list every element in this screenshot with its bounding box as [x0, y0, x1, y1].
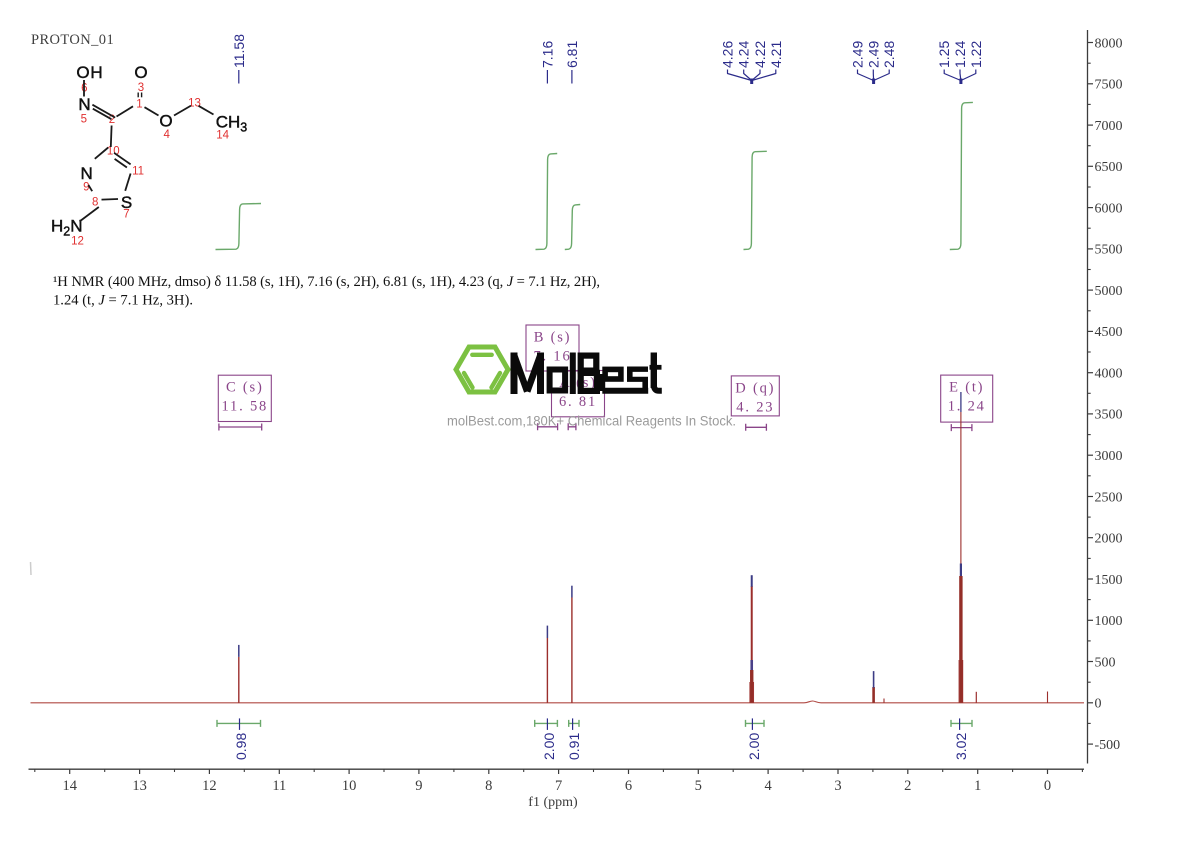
svg-text:13: 13 [188, 98, 201, 110]
svg-text:1: 1 [974, 778, 981, 794]
svg-text:B (s): B (s) [534, 330, 572, 346]
svg-text:f1 (ppm): f1 (ppm) [528, 795, 578, 810]
svg-text:3000: 3000 [1095, 449, 1123, 464]
svg-text:0.98: 0.98 [233, 733, 249, 760]
svg-text:E (t): E (t) [949, 380, 984, 396]
svg-text:S: S [121, 193, 132, 212]
svg-text:1.24: 1.24 [952, 41, 968, 68]
svg-text:4.21: 4.21 [768, 41, 784, 68]
svg-text:CH3: CH3 [216, 113, 248, 135]
svg-text:1.24 (t, J = 7.1 Hz, 3H).: 1.24 (t, J = 7.1 Hz, 3H). [53, 293, 193, 309]
svg-text:2.49: 2.49 [850, 41, 866, 68]
svg-text:2.49: 2.49 [865, 41, 881, 68]
svg-text:1000: 1000 [1095, 614, 1123, 629]
svg-text:4000: 4000 [1095, 367, 1123, 382]
svg-text:5: 5 [81, 114, 87, 126]
svg-text:13: 13 [132, 778, 147, 794]
svg-text:H: H [90, 63, 102, 82]
svg-text:12: 12 [71, 236, 84, 248]
svg-text:6000: 6000 [1095, 201, 1123, 216]
svg-text:11. 58: 11. 58 [222, 399, 269, 415]
svg-text:3: 3 [138, 82, 144, 94]
svg-text:2: 2 [904, 778, 911, 794]
svg-text:10: 10 [342, 778, 357, 794]
svg-text:-500: -500 [1095, 738, 1121, 753]
svg-text:7.16: 7.16 [539, 41, 555, 68]
svg-text:5500: 5500 [1095, 243, 1123, 258]
svg-text:5: 5 [695, 778, 702, 794]
svg-text:4500: 4500 [1095, 325, 1123, 340]
svg-text:PROTON_01: PROTON_01 [31, 32, 114, 48]
svg-text:9: 9 [83, 182, 89, 194]
svg-text:1.25: 1.25 [936, 41, 952, 68]
svg-text:N: N [78, 95, 90, 114]
svg-text:3.02: 3.02 [953, 733, 969, 760]
svg-text:C (s): C (s) [226, 380, 264, 396]
svg-text:0: 0 [1095, 697, 1102, 712]
svg-text:11.58: 11.58 [231, 34, 247, 68]
svg-text:O: O [134, 63, 147, 82]
svg-text:500: 500 [1095, 655, 1116, 670]
svg-text:4. 23: 4. 23 [736, 399, 774, 415]
svg-text:4: 4 [764, 778, 772, 794]
svg-text:7500: 7500 [1095, 78, 1123, 93]
svg-text:11: 11 [132, 166, 144, 178]
svg-text:4.26: 4.26 [720, 41, 736, 68]
svg-text:3: 3 [834, 778, 841, 794]
svg-text:1.22: 1.22 [968, 41, 984, 68]
svg-text:6: 6 [625, 778, 632, 794]
svg-text:6.81: 6.81 [564, 41, 580, 68]
svg-text:5000: 5000 [1095, 284, 1123, 299]
svg-text:4.24: 4.24 [736, 41, 752, 68]
svg-text:8000: 8000 [1095, 36, 1123, 51]
svg-text:2000: 2000 [1095, 532, 1123, 547]
svg-text:D (q): D (q) [735, 380, 775, 396]
svg-text:4: 4 [163, 129, 170, 141]
svg-text:N: N [80, 164, 92, 183]
svg-text:2500: 2500 [1095, 490, 1123, 505]
svg-text:A (s): A (s) [559, 375, 597, 391]
svg-text:6500: 6500 [1095, 160, 1123, 175]
svg-text:1500: 1500 [1095, 573, 1123, 588]
svg-text:O: O [159, 112, 172, 131]
svg-text:1. 24: 1. 24 [948, 399, 986, 415]
svg-text:7: 7 [555, 778, 562, 794]
svg-text:3500: 3500 [1095, 408, 1123, 423]
svg-text:6. 81: 6. 81 [559, 394, 597, 410]
svg-text:14: 14 [62, 778, 77, 794]
svg-text:molBest.com,180K+ Chemical Rea: molBest.com,180K+ Chemical Reagents In S… [447, 414, 736, 429]
svg-text:4.22: 4.22 [752, 41, 768, 68]
svg-text:0: 0 [1044, 778, 1051, 794]
svg-text:7: 7 [123, 209, 129, 221]
svg-text:2.48: 2.48 [881, 41, 897, 68]
svg-text:11: 11 [272, 778, 286, 794]
svg-text:8: 8 [485, 778, 492, 794]
svg-text:9: 9 [415, 778, 422, 794]
svg-text:1: 1 [136, 99, 142, 111]
svg-text:2.00: 2.00 [541, 733, 557, 760]
svg-text:0.91: 0.91 [566, 733, 582, 760]
svg-text:2.00: 2.00 [746, 733, 762, 760]
svg-text:7000: 7000 [1095, 119, 1123, 134]
svg-text:2: 2 [109, 114, 115, 126]
svg-text:O: O [76, 63, 89, 82]
svg-text:14: 14 [216, 130, 229, 142]
svg-text:12: 12 [202, 778, 217, 794]
svg-text:¹H NMR (400 MHz, dmso) δ 11.58: ¹H NMR (400 MHz, dmso) δ 11.58 (s, 1H), … [53, 274, 600, 290]
svg-text:8: 8 [92, 197, 98, 209]
